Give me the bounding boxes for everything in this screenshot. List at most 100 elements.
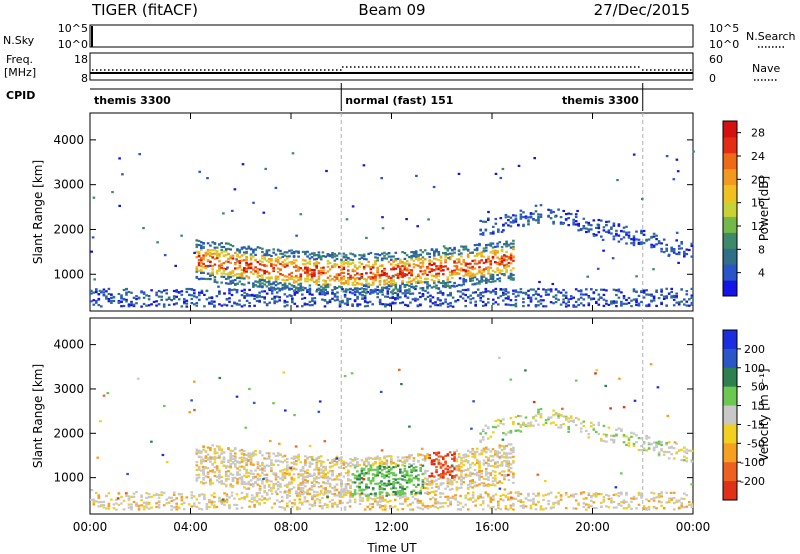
echo-cell <box>640 496 643 499</box>
echo-cell <box>410 285 413 289</box>
echo-cell <box>363 296 367 300</box>
echo-cell <box>474 300 477 303</box>
echo-cell <box>401 274 404 277</box>
echo-cell <box>410 468 413 471</box>
echo-cell <box>551 282 555 286</box>
echo-cell <box>414 250 418 253</box>
echo-cell <box>229 452 232 455</box>
echo-cell <box>252 482 255 485</box>
echo-cell <box>660 290 663 293</box>
echo-cell <box>446 249 450 252</box>
echo-cell <box>635 299 638 302</box>
echo-cell <box>273 300 276 303</box>
echo-cell <box>688 248 691 252</box>
echo-cell <box>315 463 318 466</box>
echo-cell <box>203 496 206 499</box>
echo-cell <box>481 231 485 234</box>
echo-cell <box>310 271 314 274</box>
echo-cell <box>363 299 367 302</box>
echo-cell <box>276 484 280 487</box>
echo-cell <box>642 242 646 245</box>
echo-cell <box>222 460 226 463</box>
echo-cell <box>487 260 490 263</box>
echo-cell <box>378 299 382 303</box>
echo-cell <box>471 481 474 485</box>
echo-cell <box>380 472 384 475</box>
echo-cell <box>672 491 676 494</box>
echo-cell <box>280 506 284 509</box>
echo-cell <box>286 300 289 304</box>
echo-cell <box>274 257 278 261</box>
echo-cell <box>408 465 411 469</box>
echo-cell <box>466 492 470 495</box>
echo-cell <box>263 501 266 504</box>
echo-cell <box>213 450 217 454</box>
echo-cell <box>549 209 553 212</box>
echo-cell <box>333 459 337 462</box>
echo-cell <box>391 292 395 295</box>
echo-cell <box>386 290 390 293</box>
echo-cell <box>389 304 392 307</box>
echo-cell <box>283 299 287 302</box>
echo-cell <box>478 280 481 283</box>
echo-cell <box>313 270 316 273</box>
echo-cell <box>401 508 405 511</box>
echo-cell <box>369 466 373 469</box>
echo-cell <box>458 277 462 280</box>
echo-cell <box>270 277 273 280</box>
echo-cell <box>180 290 184 293</box>
echo-cell <box>376 259 379 262</box>
echo-cell <box>209 458 212 461</box>
echo-cell <box>145 304 148 307</box>
echo-cell <box>423 486 427 489</box>
echo-cell <box>451 476 454 479</box>
echo-cell <box>362 463 366 466</box>
cpid-segment-label: themis 3300 <box>562 94 639 107</box>
echo-cell <box>635 230 638 233</box>
echo-cell <box>328 477 332 480</box>
echo-cell <box>170 496 173 499</box>
echo-cell <box>401 301 405 304</box>
echo-cell <box>574 223 578 226</box>
echo-cell <box>499 295 503 298</box>
echo-cell <box>292 255 296 258</box>
echo-cell <box>419 265 422 268</box>
echo-cell <box>389 302 392 305</box>
echo-cell <box>335 474 339 478</box>
echo-cell <box>399 477 402 480</box>
echo-cell <box>197 473 201 476</box>
echo-cell <box>368 300 372 303</box>
echo-cell <box>435 469 438 472</box>
echo-cell <box>399 273 402 276</box>
echo-cell <box>403 252 407 255</box>
echo-cell <box>444 253 447 256</box>
echo-cell <box>313 297 317 300</box>
echo-cell <box>261 279 264 282</box>
echo-cell <box>265 457 269 460</box>
echo-cell <box>650 246 653 249</box>
echo-cell <box>401 292 405 295</box>
echo-cell <box>308 464 312 467</box>
echo-cell <box>414 285 418 288</box>
echo-cell <box>466 274 470 277</box>
echo-cell <box>376 470 379 473</box>
echo-cell <box>286 285 289 288</box>
echo-cell <box>245 470 248 473</box>
echo-cell <box>615 289 618 292</box>
echo-cell <box>444 460 447 463</box>
echo-cell <box>138 153 141 156</box>
echo-cell <box>205 507 209 510</box>
echo-cell <box>381 496 384 499</box>
echo-cell <box>435 479 438 482</box>
echo-cell <box>142 501 146 504</box>
echo-cell <box>299 473 303 476</box>
echo-cell <box>464 279 468 282</box>
echo-cell <box>180 305 184 308</box>
echo-cell <box>261 247 264 250</box>
echo-cell <box>145 492 148 495</box>
echo-cell <box>399 497 402 500</box>
echo-cell <box>252 451 255 454</box>
echo-cell <box>392 490 395 494</box>
echo-cell <box>322 469 325 472</box>
echo-cell <box>283 459 287 462</box>
